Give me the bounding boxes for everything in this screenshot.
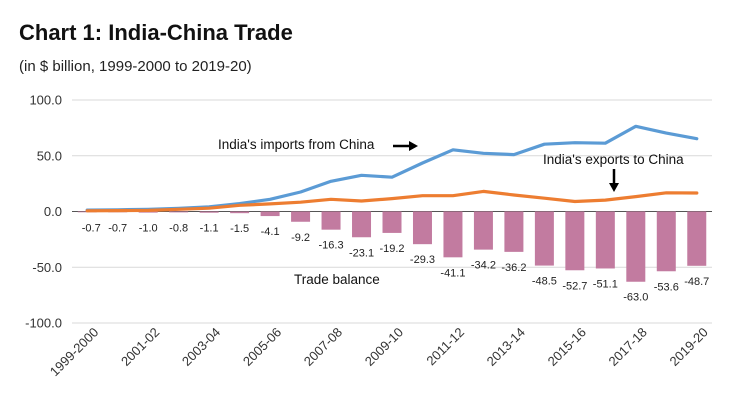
x-tick-label: 2015-16	[545, 325, 589, 369]
bar-data-label: -23.1	[349, 247, 374, 259]
trade-balance-bar	[595, 211, 615, 269]
bar-data-label: -1.1	[200, 223, 219, 235]
y-tick-label: 0.0	[44, 204, 62, 219]
bar-data-labels: -0.7 -0.7 -1.0 -0.8 -1.1 -1.5 -4.1 -9.2 -16.3 -23…	[82, 222, 710, 303]
bar-data-label: -19.2	[379, 243, 404, 255]
x-tick-label: 2009-10	[362, 325, 406, 369]
bar-data-label: -4.1	[261, 226, 280, 238]
trade-balance-annotation: Trade balance	[294, 272, 380, 287]
trade-balance-bar	[687, 211, 707, 266]
x-tick-label: 2011-12	[423, 325, 467, 369]
y-tick-label: -100.0	[25, 316, 62, 331]
trade-balance-bar	[260, 211, 280, 217]
trade-balance-bar	[199, 211, 219, 213]
trade-balance-bar	[504, 211, 524, 252]
x-tick-label: 2001-02	[118, 325, 162, 369]
trade-balance-bar	[534, 211, 554, 266]
x-tick-label: 2007-08	[301, 325, 345, 369]
trade-balance-bar	[382, 211, 402, 233]
bar-data-label: -48.7	[684, 276, 709, 288]
x-tick-label: 2013-14	[484, 325, 528, 369]
series-line	[85, 189, 699, 213]
trade-balance-bar	[352, 211, 372, 238]
trade-balance-bars	[77, 211, 707, 282]
trade-balance-bar	[169, 211, 189, 213]
bar-data-label: -52.7	[562, 280, 587, 292]
bar-data-label: -34.2	[471, 260, 496, 272]
trade-balance-bar	[230, 211, 250, 214]
y-tick-label: 50.0	[37, 148, 62, 163]
chart-title: Chart 1: India-China Trade	[19, 20, 293, 45]
bar-data-label: -16.3	[319, 240, 344, 252]
trade-balance-bar	[412, 211, 432, 245]
x-tick-label: 2003-04	[179, 325, 223, 369]
x-tick-label: 2017-18	[606, 325, 650, 369]
trade-balance-bar	[565, 211, 585, 271]
bar-data-label: -29.3	[410, 254, 435, 266]
bar-data-label: -53.6	[654, 281, 679, 293]
bar-data-label: -1.0	[139, 223, 158, 235]
bar-data-label: -1.5	[230, 223, 249, 235]
bar-data-label: -0.7	[82, 222, 101, 234]
series-lines	[85, 124, 699, 213]
y-tick-label: 100.0	[29, 93, 62, 108]
x-tick-label: 2019-20	[667, 325, 711, 369]
trade-balance-bar	[443, 211, 463, 258]
y-tick-label: -50.0	[32, 260, 62, 275]
trade-balance-bar	[656, 211, 676, 272]
x-tick-label: 1999-2000	[47, 325, 102, 380]
chart-subtitle: (in $ billion, 1999-2000 to 2019-20)	[19, 58, 252, 75]
trade-balance-bar	[291, 211, 311, 222]
x-tick-label: 2005-06	[240, 325, 284, 369]
bar-data-label: -9.2	[291, 232, 310, 244]
bar-data-label: -41.1	[440, 267, 465, 279]
bar-data-label: -48.5	[532, 276, 557, 288]
exports-arrowhead-icon	[609, 183, 619, 192]
imports-annotation: India's imports from China	[218, 137, 375, 152]
bar-data-label: -0.8	[169, 222, 188, 234]
bar-data-label: -36.2	[501, 262, 526, 274]
trade-balance-bar	[626, 211, 646, 282]
trade-balance-bar	[321, 211, 341, 230]
bar-data-label: -63.0	[623, 292, 648, 304]
x-axis-ticks: 1999-2000 2001-02 2003-04 2005-06 2007-08 200…	[47, 325, 711, 380]
imports-arrowhead-icon	[409, 141, 418, 151]
trade-balance-bar	[138, 211, 158, 213]
bar-data-label: -51.1	[593, 278, 618, 290]
exports-annotation: India's exports to China	[543, 152, 684, 167]
y-axis-ticks: 100.0 50.0 0.0 -50.0 -100.0	[25, 93, 62, 331]
annotations: India's imports from China India's expor…	[218, 137, 684, 287]
trade-balance-bar	[473, 211, 493, 250]
bar-data-label: -0.7	[108, 222, 127, 234]
